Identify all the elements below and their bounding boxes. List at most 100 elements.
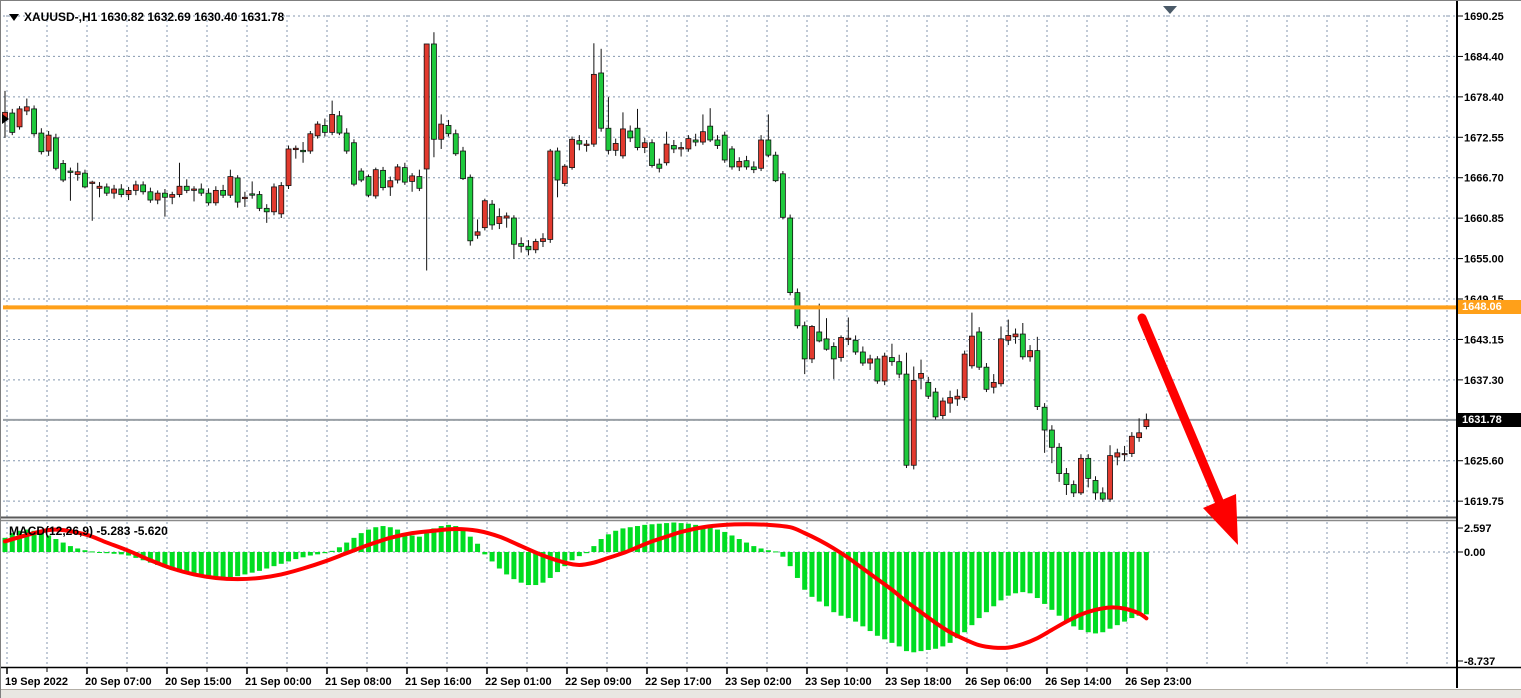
candle-body <box>234 177 241 203</box>
hline-price-tag: 1648.06 <box>1458 300 1521 315</box>
macd-histogram-bar <box>1093 552 1098 634</box>
macd-histogram-bar <box>249 552 255 573</box>
macd-histogram-bar <box>518 552 524 583</box>
macd-histogram-bar <box>46 535 52 552</box>
macd-histogram-bar <box>227 552 233 578</box>
macd-histogram-bar <box>358 533 364 552</box>
macd-histogram-bar <box>467 536 473 552</box>
candle-body <box>278 185 285 215</box>
candle-body <box>910 379 917 466</box>
macd-histogram-bar <box>736 539 742 552</box>
macd-signal-line <box>3 522 1149 650</box>
candle-body <box>954 395 961 400</box>
macd-histogram-bar <box>1143 552 1149 615</box>
macd-histogram-bar <box>416 536 422 552</box>
macd-histogram-bar <box>286 552 292 562</box>
macd-histogram-bar <box>307 552 313 556</box>
macd-histogram-bar <box>1100 552 1106 633</box>
macd-histogram-bar <box>584 552 590 554</box>
macd-histogram-bar <box>824 552 830 607</box>
macd-histogram-bar <box>1027 552 1033 594</box>
candle-body <box>423 43 430 170</box>
macd-histogram-bar <box>300 552 306 558</box>
symbol-dropdown-icon[interactable] <box>9 13 19 21</box>
candle-body <box>678 147 685 150</box>
candle-body <box>547 150 554 240</box>
candle-body <box>1048 429 1055 448</box>
chart-shift-marker-icon <box>1163 6 1177 14</box>
candle-body <box>489 203 495 226</box>
macd-histogram-bar <box>962 552 968 633</box>
macd-histogram-bar <box>954 552 960 639</box>
candle-body <box>605 127 612 151</box>
candle-body <box>729 148 735 168</box>
candle-body <box>1005 335 1012 341</box>
series-start-marker-icon <box>2 114 9 124</box>
macd-histogram-bar <box>111 552 117 554</box>
time-label: 20 Sep 07:00 <box>85 676 152 688</box>
time-label: 26 Sep 23:00 <box>1125 676 1192 688</box>
candle-body <box>845 337 852 340</box>
candle-body <box>271 186 277 213</box>
candle-body <box>125 189 132 195</box>
macd-histogram-bar <box>933 552 939 649</box>
macd-histogram-bar <box>998 552 1004 601</box>
candle-body <box>1092 480 1099 494</box>
macd-histogram-bar <box>925 552 931 650</box>
candle-body <box>474 231 481 236</box>
time-label: 26 Sep 06:00 <box>965 676 1032 688</box>
candle-body <box>532 241 539 251</box>
candle-body <box>874 358 881 382</box>
candle-body <box>183 185 190 191</box>
candle-body <box>343 132 350 152</box>
macd-histogram-bar <box>620 528 626 552</box>
candle-body <box>263 207 270 213</box>
macd-axis-label: -8.737 <box>1464 656 1495 668</box>
candle-body <box>939 400 946 416</box>
macd-histogram-bar <box>714 529 720 552</box>
macd-histogram-bar <box>1114 552 1120 626</box>
price-label: 1666.70 <box>1464 173 1504 185</box>
macd-histogram-bar <box>60 542 66 552</box>
candle-body <box>176 185 183 195</box>
macd-histogram-bar <box>634 526 640 552</box>
window-bottom-strip <box>1 689 1521 698</box>
time-label: 23 Sep 02:00 <box>725 676 792 688</box>
candle-body <box>74 171 81 175</box>
candle-body <box>394 166 401 181</box>
candle-body <box>249 193 256 196</box>
candle-body <box>583 143 590 146</box>
candle-body <box>692 139 699 143</box>
macd-histogram-bar <box>591 546 597 552</box>
price-label: 1637.30 <box>1464 375 1504 387</box>
candle-body <box>932 391 939 418</box>
macd-histogram-bar <box>1129 552 1135 619</box>
candle-body <box>590 73 597 145</box>
macd-histogram-bar <box>671 522 677 552</box>
macd-histogram-bar <box>896 552 902 647</box>
candle-body <box>525 245 532 251</box>
macd-histogram-bar <box>198 552 204 577</box>
macd-histogram-bar <box>445 524 451 552</box>
candle-body <box>351 142 357 185</box>
macd-histogram-bar <box>802 552 808 590</box>
macd-histogram-bar <box>104 552 110 554</box>
macd-histogram-bar <box>533 552 539 586</box>
macd-histogram-bar <box>1049 552 1055 610</box>
macd-histogram-bar <box>976 552 982 619</box>
candle-body <box>336 115 343 134</box>
macd-histogram-bar <box>838 552 844 616</box>
macd-histogram-bar <box>787 552 793 567</box>
macd-histogram-bar <box>969 552 975 626</box>
candle-body <box>569 138 575 168</box>
candle-body <box>1034 350 1041 407</box>
trend-arrow-head <box>1203 494 1238 545</box>
candle-body <box>1121 453 1128 456</box>
candle-body <box>300 149 306 153</box>
macd-histogram-bar <box>155 552 161 565</box>
candle-body <box>1099 492 1106 500</box>
macd-histogram-bar <box>1013 552 1019 594</box>
macd-histogram-bar <box>184 552 190 574</box>
